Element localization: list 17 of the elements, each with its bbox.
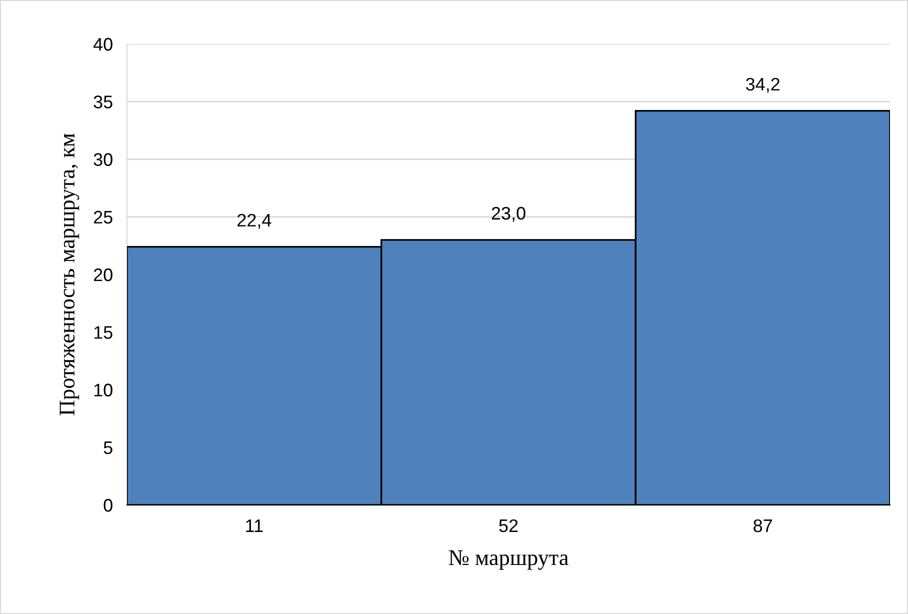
data-label: 34,2 [746,78,780,93]
y-tick-label: 15 [94,326,112,339]
y-tick-label: 20 [94,268,112,282]
y-tick-label: 30 [94,153,112,166]
y-tick-label: 25 [94,210,112,224]
y-tick-label: 35 [94,96,112,108]
x-axis-title: № маршрута [448,550,568,570]
x-tick-label: 11 [246,520,263,532]
x-tick-label: 52 [499,519,518,532]
y-tick-label: 5 [104,441,112,454]
y-axis-title: Протяженность маршрута, км [60,134,80,416]
y-tick-label: 40 [93,38,112,51]
y-tick-label: 0 [104,498,112,512]
data-label: 23,0 [492,206,526,222]
data-label: 22,4 [238,214,272,229]
y-tick-label: 10 [94,384,112,396]
x-tick-label: 87 [754,519,772,532]
